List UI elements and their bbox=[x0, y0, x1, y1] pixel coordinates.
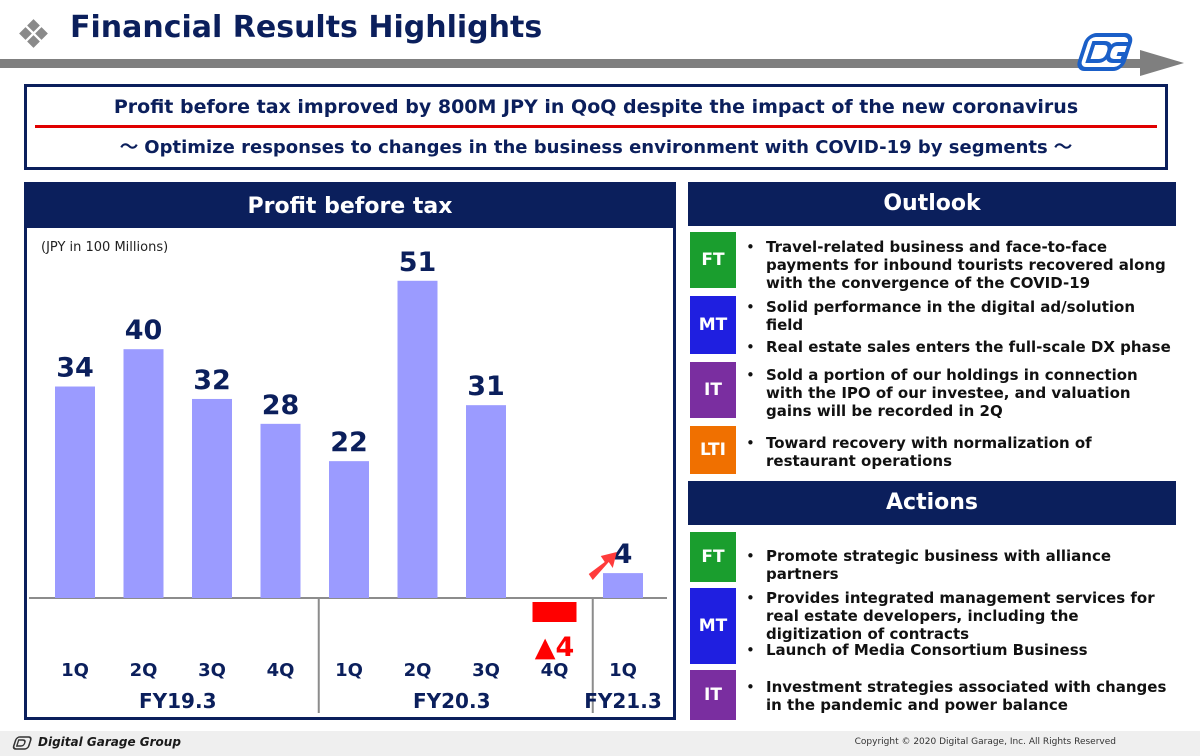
bullet-icon: • bbox=[746, 434, 755, 452]
chart-value-label-7: 31 bbox=[467, 371, 505, 402]
actions-header: Actions bbox=[688, 481, 1176, 525]
chart-group-label-3: FY21.3 bbox=[584, 689, 662, 713]
outlook-bullet-text: Toward recovery with normalization of re… bbox=[766, 434, 1092, 470]
actions-badge-label: IT bbox=[704, 685, 722, 705]
chart-bar-4 bbox=[260, 423, 301, 598]
chart-category-label-3: 3Q bbox=[198, 660, 226, 681]
outlook-bullet: • Toward recovery with normalization of r… bbox=[746, 434, 1176, 470]
actions-bullet-text: Promote strategic business with alliance… bbox=[766, 547, 1112, 583]
bullet-icon: • bbox=[746, 338, 755, 356]
header-divider bbox=[0, 59, 1150, 68]
chart-category-label-9: 1Q bbox=[609, 660, 637, 681]
outlook-bullet: • Real estate sales enters the full-scale… bbox=[746, 338, 1176, 356]
chart-value-label-6: 51 bbox=[399, 247, 437, 278]
actions-bullet-text: Launch of Media Consortium Business bbox=[766, 641, 1088, 659]
actions-bullet-text: Provides integrated management services … bbox=[766, 589, 1155, 643]
footer-dg-logo-icon bbox=[12, 736, 32, 750]
chart-category-label-1: 1Q bbox=[61, 660, 89, 681]
chart-value-label-2: 40 bbox=[125, 315, 163, 346]
bullet-icon: • bbox=[746, 238, 755, 256]
actions-badge-ft: FT bbox=[690, 532, 736, 582]
summary-headline: Profit before tax improved by 800M JPY i… bbox=[113, 96, 1079, 118]
outlook-badge-label: LTI bbox=[700, 440, 726, 460]
chart-panel: Profit before tax (JPY in 100 Millions) 3… bbox=[24, 182, 676, 720]
actions-badge-it: IT bbox=[690, 670, 736, 720]
chart-value-label-3: 32 bbox=[193, 365, 231, 396]
chart-bar-3 bbox=[192, 398, 232, 598]
actions-bullet: • Promote strategic business with allianc… bbox=[746, 547, 1176, 583]
outlook-badge-label: FT bbox=[701, 250, 725, 270]
footer-company: Digital Garage Group bbox=[38, 735, 181, 749]
page-title: Financial Results Highlights bbox=[70, 10, 543, 45]
summary-box: Profit before tax improved by 800M JPY i… bbox=[24, 84, 1168, 170]
chart-bar-1 bbox=[55, 386, 95, 598]
bullet-icon: • bbox=[746, 547, 755, 565]
chart-bar-9 bbox=[603, 573, 643, 598]
chart-category-label-5: 1Q bbox=[335, 660, 363, 681]
profit-before-tax-chart: (JPY in 100 Millions) 34 1Q 40 2Q 32 3Q 28 4Q 22 1… bbox=[29, 240, 667, 713]
outlook-badge-it: IT bbox=[690, 362, 736, 418]
outlook-bullet-text: Travel-related business and face-to-face… bbox=[766, 238, 1166, 292]
chart-bar-5 bbox=[329, 461, 369, 598]
actions-bullet: • Investment strategies associated with c… bbox=[746, 678, 1176, 714]
summary-divider bbox=[35, 125, 1157, 128]
outlook-bullet-text: Sold a portion of our holdings in connec… bbox=[766, 366, 1138, 420]
chart-category-label-4: 4Q bbox=[267, 660, 295, 681]
outlook-badge-ft: FT bbox=[690, 232, 736, 288]
actions-badge-mt: MT bbox=[690, 588, 736, 664]
chart-category-label-8: 4Q bbox=[541, 660, 569, 681]
outlook-badge-lti: LTI bbox=[690, 426, 736, 474]
chart-bar-7 bbox=[466, 405, 506, 598]
outlook-bullet-text: Solid performance in the digital ad/solu… bbox=[766, 298, 1135, 334]
outlook-bullet: • Solid performance in the digital ad/sol… bbox=[746, 298, 1176, 334]
actions-badge-label: MT bbox=[698, 616, 728, 636]
dg-logo-icon bbox=[1077, 33, 1133, 71]
footer-bar bbox=[0, 731, 1200, 756]
bullet-icon: • bbox=[746, 678, 755, 696]
chart-panel-title: Profit before tax bbox=[27, 185, 673, 228]
summary-subline: ～ Optimize responses to changes in the b… bbox=[120, 137, 1072, 158]
outlook-badge-label: IT bbox=[704, 380, 722, 400]
outlook-bullet: • Sold a portion of our holdings in conne… bbox=[746, 366, 1176, 420]
recovery-arrow-icon bbox=[588, 552, 617, 580]
footer-copyright: Copyright © 2020 Digital Garage, Inc. Al… bbox=[854, 737, 1116, 747]
chart-value-label-5: 22 bbox=[330, 427, 368, 458]
chart-bar-6 bbox=[397, 280, 438, 598]
actions-bullet: • Provides integrated management services… bbox=[746, 589, 1176, 643]
chart-value-label-1: 34 bbox=[56, 353, 94, 384]
actions-bullet-text: Investment strategies associated with ch… bbox=[766, 678, 1167, 714]
bullet-icon: • bbox=[746, 298, 755, 316]
outlook-bullet: • Travel-related business and face-to-fac… bbox=[746, 238, 1176, 292]
bullet-icon: • bbox=[746, 366, 755, 384]
chart-group-label-2: FY20.3 bbox=[413, 689, 491, 713]
chart-category-label-6: 2Q bbox=[404, 660, 432, 681]
chart-bar-2 bbox=[123, 349, 164, 598]
outlook-header: Outlook bbox=[688, 182, 1176, 226]
outlook-bullet-text: Real estate sales enters the full-scale … bbox=[766, 338, 1171, 356]
header-arrow-icon bbox=[1140, 50, 1184, 76]
actions-badge-label: FT bbox=[701, 547, 725, 567]
diamond-bullet-icon bbox=[19, 19, 48, 48]
chart-unit-label: (JPY in 100 Millions) bbox=[41, 240, 168, 255]
outlook-badge-mt: MT bbox=[690, 296, 736, 354]
chart-category-label-7: 3Q bbox=[472, 660, 500, 681]
actions-bullet: • Launch of Media Consortium Business bbox=[746, 641, 1176, 659]
bullet-icon: • bbox=[746, 589, 755, 607]
chart-value-label-8: ▲4 bbox=[535, 632, 575, 663]
chart-bar-8 bbox=[532, 602, 577, 622]
chart-value-label-4: 28 bbox=[262, 390, 300, 421]
bullet-icon: • bbox=[746, 641, 755, 659]
chart-value-label-9: 4 bbox=[614, 539, 633, 570]
chart-group-label-1: FY19.3 bbox=[139, 689, 217, 713]
outlook-badge-label: MT bbox=[698, 315, 728, 335]
chart-category-label-2: 2Q bbox=[130, 660, 158, 681]
